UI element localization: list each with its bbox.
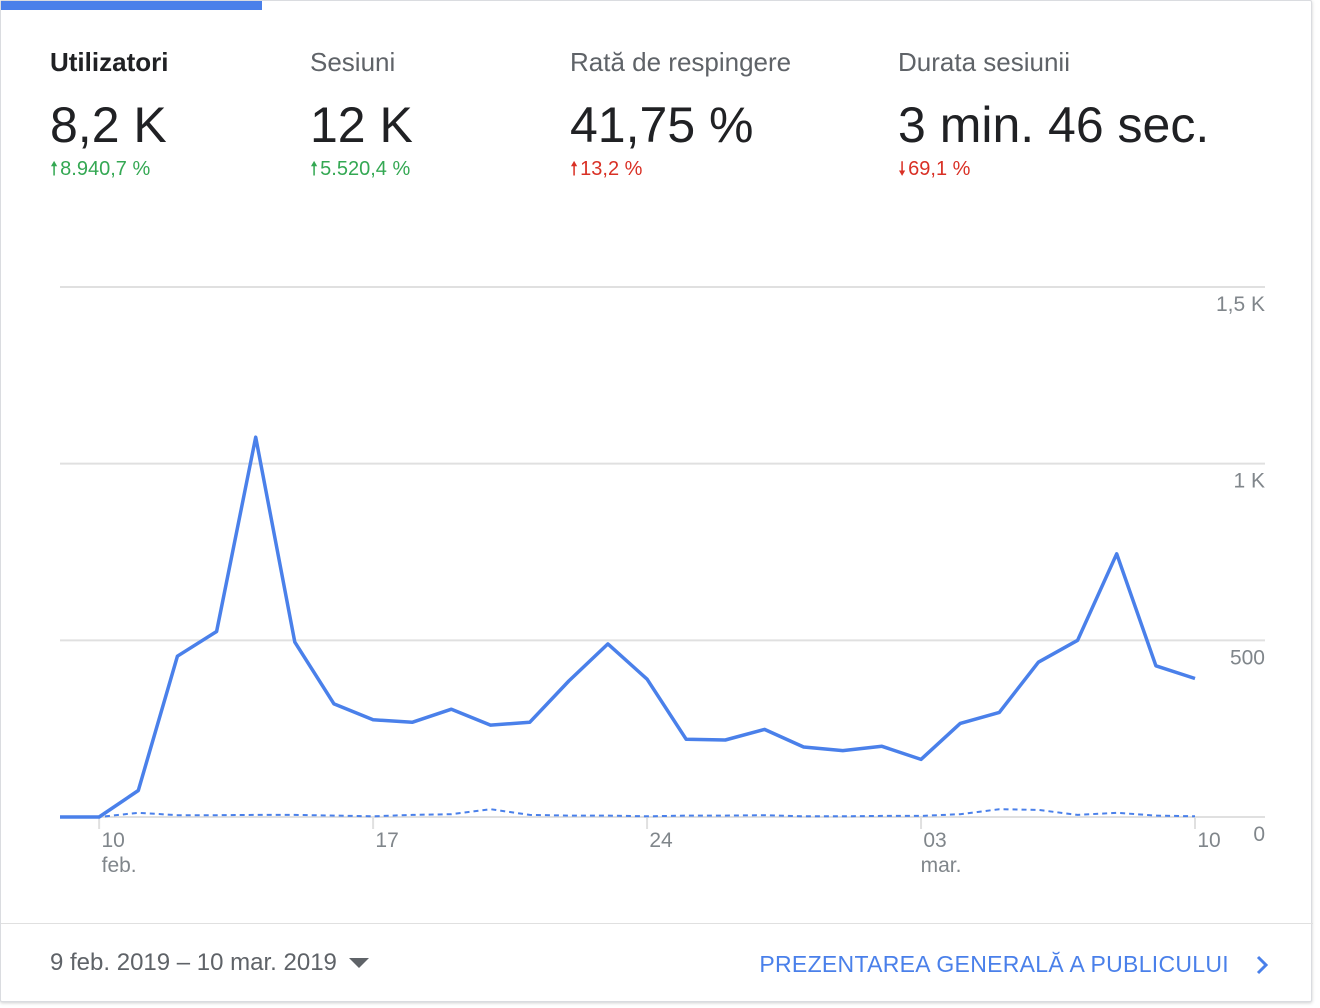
x-tick-label: 17 [375,829,398,852]
comparison-series-line [60,808,1196,818]
users-series-line [60,435,1196,819]
metric-change: 🠕 5.520,4 % [310,156,413,183]
chart-series [60,435,1196,819]
y-tick-label: 1,5 K [1216,293,1265,316]
audience-overview-label: PREZENTAREA GENERALĂ A PUBLICULUI [759,951,1229,977]
metric-label: Rată de respingere [570,47,792,77]
y-tick-label: 1 K [1233,470,1265,493]
metric-change-value: 13,2 % [580,158,643,180]
metric-change-value: 8.940,7 % [60,158,151,180]
metric-label: Sesiuni [310,47,396,77]
caret-down-icon [348,958,369,968]
metric-value: 41,75 % [570,97,754,153]
date-range-dropdown[interactable]: 9 feb. 2019 – 10 mar. 2019 [50,949,369,977]
arrow-up-icon: 🠕 [570,159,579,180]
chevron-right-icon [1256,955,1269,974]
arrow-up-icon: 🠕 [310,159,319,180]
arrow-up-icon: 🠕 [50,159,59,180]
x-tick-label: 10 [1197,829,1220,852]
metric-change: 🠕 8.940,7 % [50,156,168,183]
arrow-down-icon: 🠗 [898,159,907,180]
metric-change: 🠗 69,1 % [898,156,1209,183]
audience-overview-link[interactable]: PREZENTAREA GENERALĂ A PUBLICULUI [759,951,1269,978]
metric-tab-sessions[interactable]: Sesiuni 12 K 🠕 5.520,4 % [310,46,413,183]
metric-label: Durata sesiunii [898,47,1070,77]
metric-change-value: 5.520,4 % [320,158,411,180]
metric-tab-users[interactable]: Utilizatori 8,2 K 🠕 8.940,7 % [50,46,168,183]
x-tick-label: 10 [101,829,124,852]
x-tick-sublabel: feb. [102,854,137,877]
chart-y-axis: 0 500 1 K 1,5 K [1216,293,1265,846]
metric-value: 12 K [310,97,413,153]
chart-gridlines [60,286,1265,818]
y-tick-label: 500 [1230,646,1265,669]
x-tick-label: 03 [923,829,946,852]
date-range-label: 9 feb. 2019 – 10 mar. 2019 [50,949,337,976]
metric-change-value: 69,1 % [908,158,971,180]
metric-value: 3 min. 46 sec. [898,97,1210,153]
metric-tab-bounce-rate[interactable]: Rată de respingere 41,75 % 🠕 13,2 % [570,46,791,183]
metric-label: Utilizatori [50,47,169,77]
x-tick-label: 24 [649,829,673,852]
metric-value: 8,2 K [50,97,167,153]
metric-change: 🠕 13,2 % [570,156,791,183]
x-tick-sublabel: mar. [921,854,962,877]
metric-tab-session-duration[interactable]: Durata sesiunii 3 min. 46 sec. 🠗 69,1 % [898,46,1209,183]
active-tab-indicator [1,1,262,10]
y-tick-label: 0 [1253,823,1265,846]
footer-divider [1,923,1313,924]
